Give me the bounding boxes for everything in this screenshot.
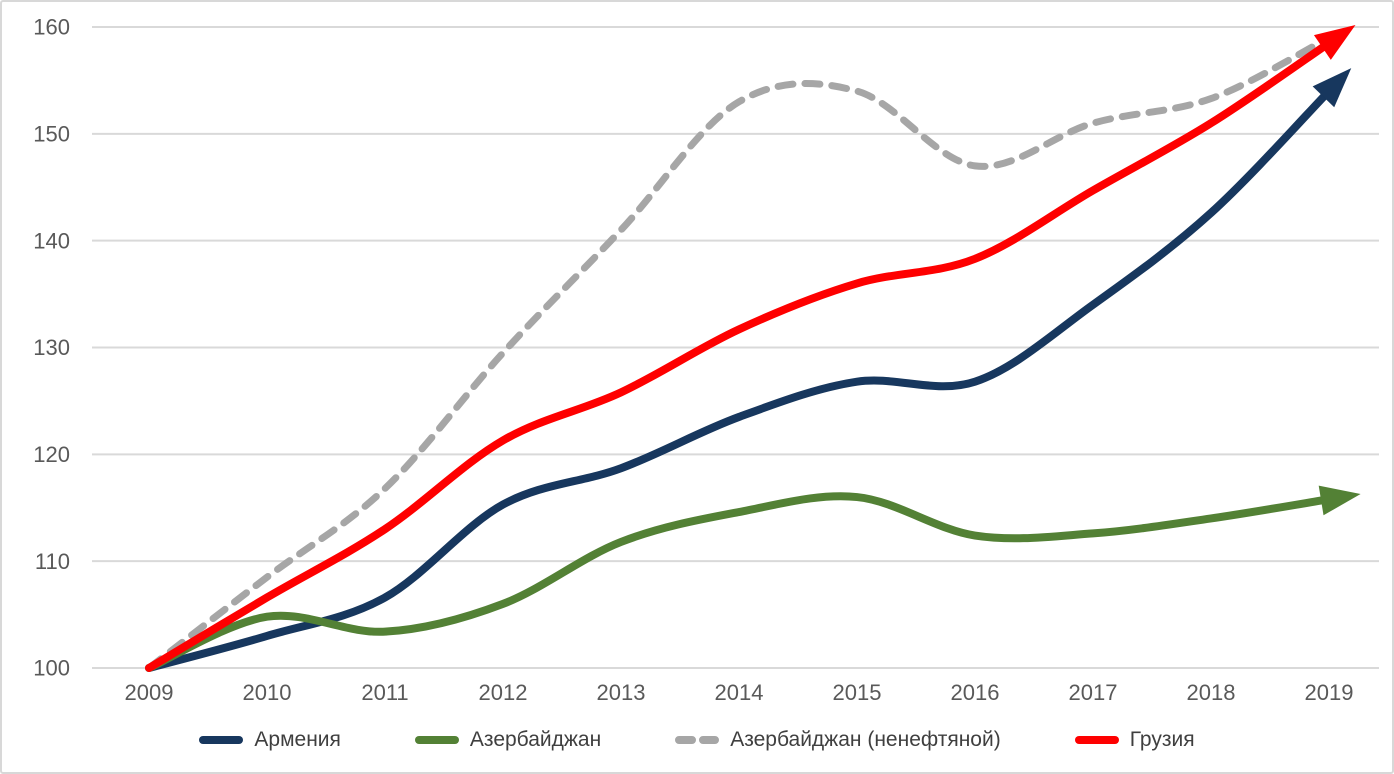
y-tick-label: 150 <box>33 122 70 147</box>
legend-label: Армения <box>254 728 341 751</box>
legend-item-azerbaijan: Азербайджан <box>414 728 602 752</box>
y-tick-label: 100 <box>33 656 70 681</box>
azerbaijan-legend-line-icon <box>414 736 459 744</box>
legend-item-azerbaijan-non-oil: Азербайджан (ненефтяной) <box>675 728 1001 752</box>
legend-label: Азербайджан (ненефтяной) <box>730 728 1001 751</box>
y-tick-label: 160 <box>33 15 70 40</box>
chart-legend: Армения Азербайджан Азербайджан (ненефтяно… <box>2 728 1392 752</box>
series-line-georgia <box>145 39 1333 672</box>
x-tick-label: 2014 <box>715 680 764 705</box>
x-tick-label: 2018 <box>1187 680 1236 705</box>
legend-item-georgia: Грузия <box>1074 728 1195 752</box>
y-tick-label: 130 <box>33 335 70 360</box>
series-line-azerbaijan-non-oil <box>145 26 1347 672</box>
arrowhead-georgia <box>1313 25 1356 60</box>
x-tick-label: 2010 <box>243 680 292 705</box>
arrowhead-azerbaijan <box>1318 485 1361 516</box>
x-tick-label: 2013 <box>597 680 646 705</box>
y-tick-label: 140 <box>33 228 70 253</box>
y-tick-label: 120 <box>33 442 70 467</box>
georgia-legend-line-icon <box>1074 736 1119 744</box>
series-line-azerbaijan <box>145 492 1333 672</box>
x-tick-label: 2012 <box>479 680 528 705</box>
legend-label: Грузия <box>1129 728 1195 751</box>
azerbaijan-non-oil-legend-line-icon <box>675 736 720 744</box>
series-line-armenia <box>145 87 1333 672</box>
x-tick-label: 2015 <box>833 680 882 705</box>
legend-item-armenia: Армения <box>199 728 341 752</box>
x-tick-label: 2011 <box>361 680 408 705</box>
x-tick-label: 2017 <box>1069 680 1118 705</box>
legend-label: Азербайджан <box>469 728 602 751</box>
x-tick-label: 2009 <box>125 680 174 705</box>
armenia-legend-line-icon <box>199 736 244 744</box>
y-tick-label: 110 <box>35 549 70 574</box>
arrowhead-armenia <box>1312 68 1352 108</box>
x-tick-label: 2019 <box>1305 680 1354 705</box>
x-tick-label: 2016 <box>951 680 1000 705</box>
